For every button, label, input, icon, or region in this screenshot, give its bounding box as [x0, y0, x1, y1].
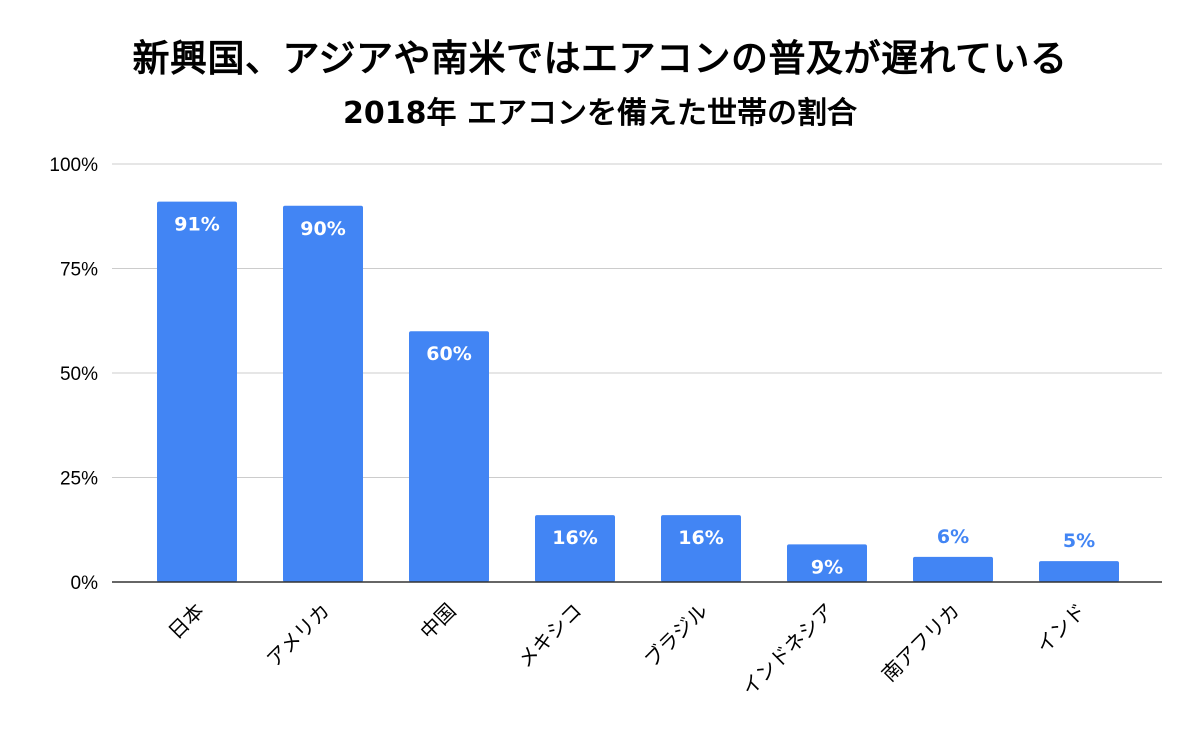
bar-4 — [535, 515, 615, 582]
data-labels: 91% 90% 60% 16% 16% 9% 6% 5% — [174, 214, 1095, 579]
data-label: 9% — [811, 556, 843, 578]
y-tick-label: 50% — [60, 364, 98, 385]
data-label: 91% — [174, 214, 219, 236]
gridlines — [112, 163, 1162, 478]
bar-7 — [913, 556, 993, 582]
y-tick-label: 100% — [49, 155, 98, 176]
chart-title: 新興国、アジアや南米ではエアコンの普及が遅れている — [132, 37, 1068, 80]
x-tick-label: ブラジル — [639, 599, 712, 672]
data-label: 16% — [552, 527, 597, 549]
data-label: 6% — [937, 526, 969, 548]
x-axis-ticks: 日本 アメリカ 中国 メキシコ ブラジル インドネシア 南アフリカ インド — [163, 599, 1090, 701]
data-label: 60% — [426, 343, 471, 365]
bar-5 — [661, 515, 741, 582]
x-tick-label: 日本 — [163, 599, 208, 644]
bar-3 — [409, 331, 489, 582]
data-label: 90% — [300, 218, 345, 240]
x-tick-label: 中国 — [415, 599, 460, 644]
bar-8 — [1039, 561, 1119, 582]
x-tick-label: メキシコ — [513, 599, 587, 673]
bar-1 — [157, 201, 237, 582]
y-tick-label: 25% — [60, 469, 98, 490]
x-tick-label: インド — [1031, 599, 1090, 658]
y-axis-ticks: 0% 25% 50% 75% 100% — [49, 155, 98, 594]
bars — [157, 201, 1119, 583]
data-label: 16% — [678, 527, 723, 549]
x-tick-label: アメリカ — [262, 599, 335, 672]
bar-2 — [283, 205, 363, 583]
x-tick-label: インドネシア — [737, 599, 839, 701]
x-tick-label: 南アフリカ — [877, 599, 965, 687]
bar-6 — [787, 544, 867, 582]
data-label: 5% — [1063, 530, 1095, 552]
y-tick-label: 75% — [60, 260, 98, 281]
y-tick-label: 0% — [71, 573, 99, 594]
chart-subtitle: 2018年 エアコンを備えた世帯の割合 — [343, 96, 857, 131]
